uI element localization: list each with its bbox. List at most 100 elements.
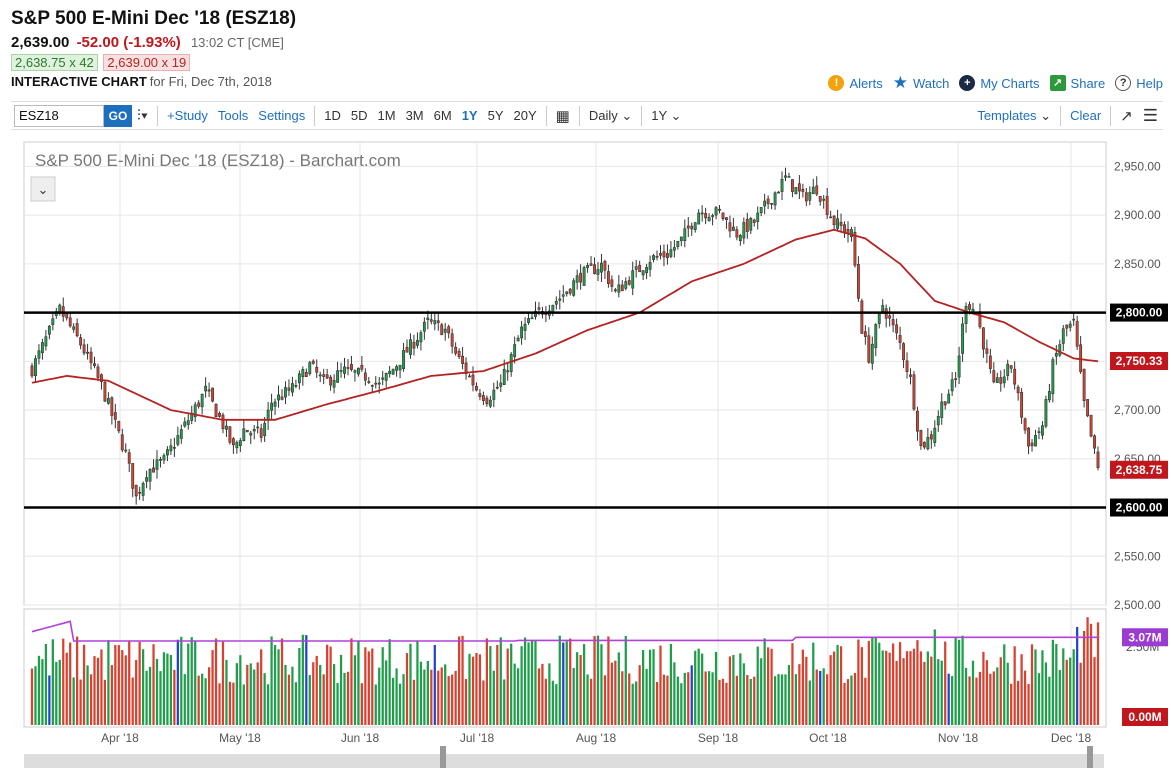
- candle-body: [950, 379, 954, 392]
- volume-bar: [503, 679, 506, 725]
- alerts-link[interactable]: ! Alerts: [828, 75, 883, 91]
- candle-body: [259, 428, 263, 438]
- volume-bar: [558, 635, 561, 725]
- period-3m[interactable]: 3M: [405, 108, 424, 123]
- chart-type-candle-icon[interactable]: ⫶▾: [137, 107, 149, 124]
- toolbar-divider: [545, 105, 547, 126]
- candle-body: [1061, 328, 1065, 344]
- header-tools: ! Alerts ★ Watch + My Charts ↗ Share ? Help: [828, 73, 1163, 93]
- candle-body: [759, 207, 763, 214]
- volume-bar: [322, 674, 325, 725]
- candle-body: [398, 364, 402, 371]
- candle-body: [1030, 442, 1034, 447]
- volume-bar: [326, 644, 329, 725]
- candle-body: [155, 459, 159, 470]
- calendar-icon[interactable]: ▦: [555, 107, 570, 125]
- candle-body: [589, 263, 593, 266]
- volume-bar: [572, 668, 575, 725]
- tools-button[interactable]: Tools: [217, 108, 249, 123]
- volume-bar: [468, 653, 471, 725]
- interval-select[interactable]: Daily ⌄: [588, 107, 633, 123]
- price-tick-label: 2,850.00: [1114, 257, 1161, 271]
- candle-body: [763, 200, 767, 207]
- volume-bar: [1058, 669, 1061, 725]
- candle-body: [902, 343, 905, 361]
- study-button[interactable]: +Study: [167, 108, 208, 123]
- volume-bar: [773, 676, 777, 725]
- volume-bar: [770, 648, 773, 725]
- candle-body: [388, 370, 392, 375]
- period-1m[interactable]: 1M: [377, 108, 396, 123]
- candle-body: [579, 272, 583, 283]
- volume-bar: [1048, 676, 1051, 725]
- period-20y[interactable]: 20Y: [513, 108, 537, 123]
- volume-bar: [385, 660, 388, 725]
- candle-body: [96, 366, 100, 378]
- my-charts-link[interactable]: + My Charts: [959, 75, 1040, 91]
- volume-bar: [576, 652, 579, 725]
- candle-body: [613, 289, 617, 292]
- candle-body: [1034, 435, 1037, 447]
- candle-body: [193, 404, 197, 418]
- volume-bar: [117, 645, 120, 725]
- volume-bar: [162, 652, 166, 725]
- price-chart[interactable]: S&P 500 E-Mini Dec '18 (ESZ18) - Barchar…: [0, 130, 1171, 778]
- volume-bar: [937, 659, 940, 725]
- volume-bar: [832, 651, 836, 725]
- candle-body: [1023, 418, 1027, 431]
- collapse-button[interactable]: ⌄: [30, 176, 56, 202]
- volume-bar: [433, 644, 436, 725]
- volume-bar: [367, 651, 370, 725]
- volume-bar: [82, 644, 86, 725]
- candle-body: [131, 463, 135, 489]
- scroll-handle-left[interactable]: [440, 746, 446, 768]
- watch-link[interactable]: ★ Watch: [893, 73, 950, 93]
- candle-body: [617, 284, 621, 293]
- volume-pane-frame: [23, 608, 1107, 728]
- candle-body: [79, 337, 83, 346]
- go-button[interactable]: GO: [104, 104, 132, 127]
- candle-body: [912, 374, 916, 410]
- candle-body: [742, 222, 746, 239]
- symbol-input[interactable]: [14, 104, 104, 127]
- price-pane-frame: [23, 141, 1107, 606]
- range-select[interactable]: 1Y ⌄: [651, 107, 682, 123]
- period-6m[interactable]: 6M: [433, 108, 452, 123]
- candle-body: [929, 434, 933, 440]
- price-badges: 2,800.00 2,750.33 2,638.75 2,600.00: [1110, 303, 1168, 517]
- price-badge-label: 2,800.00: [1116, 306, 1163, 320]
- period-1d[interactable]: 1D: [324, 108, 341, 123]
- scroll-bar[interactable]: [24, 746, 1104, 768]
- candle-body: [690, 225, 694, 230]
- menu-icon[interactable]: ☰: [1142, 105, 1158, 125]
- candle-body: [478, 393, 482, 397]
- volume-bar: [478, 654, 482, 725]
- period-5d[interactable]: 5D: [350, 108, 368, 123]
- clear-button[interactable]: Clear: [1070, 108, 1102, 123]
- volume-bar: [596, 635, 600, 725]
- volume-bar: [912, 648, 916, 725]
- scroll-handle-right[interactable]: [1087, 746, 1093, 768]
- candle-body: [68, 317, 72, 327]
- volume-bar: [371, 648, 374, 725]
- volume-bar: [749, 678, 752, 725]
- volume-bar: [711, 672, 714, 725]
- volume-bar: [1055, 643, 1058, 725]
- period-1y[interactable]: 1Y: [461, 108, 478, 123]
- volume-bar: [1072, 649, 1075, 725]
- settings-button[interactable]: Settings: [258, 108, 306, 123]
- volume-bar: [704, 671, 707, 725]
- volume-bar: [836, 644, 839, 725]
- volume-bar: [315, 655, 318, 725]
- share-link[interactable]: ↗ Share: [1049, 75, 1105, 91]
- volume-bar: [603, 675, 607, 725]
- candle-body: [544, 313, 548, 316]
- period-5y[interactable]: 5Y: [487, 108, 504, 123]
- candle-body: [985, 348, 989, 354]
- help-link[interactable]: ? Help: [1115, 75, 1163, 91]
- candle-body: [1065, 324, 1069, 329]
- volume-bar: [631, 683, 634, 725]
- candle-body: [714, 207, 718, 216]
- expand-icon[interactable]: ↗: [1120, 107, 1133, 125]
- templates-button[interactable]: Templates ⌄: [977, 107, 1052, 123]
